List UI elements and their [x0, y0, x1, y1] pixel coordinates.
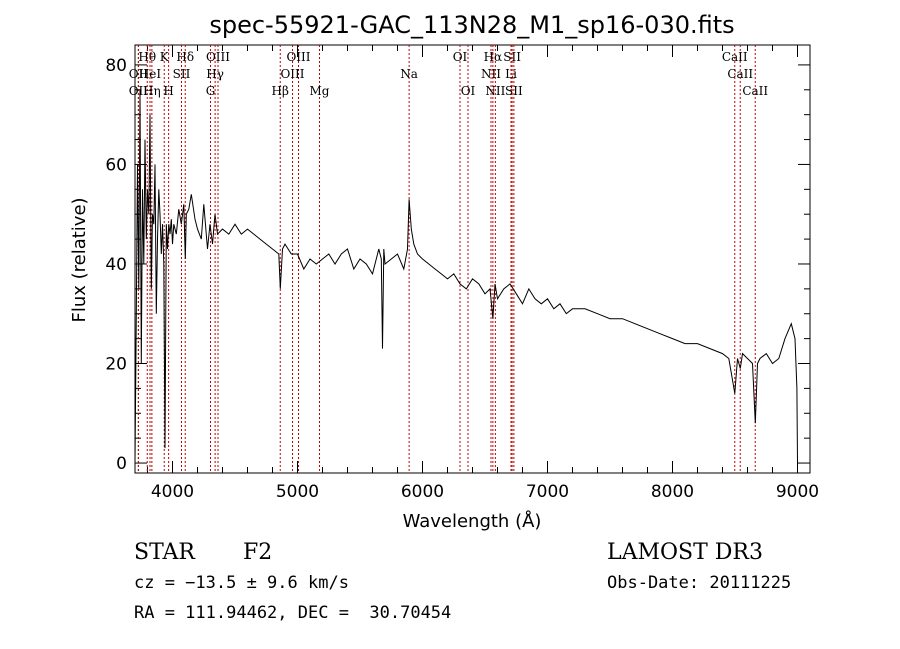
x-tick-label: 6000 [401, 482, 444, 502]
line-label: Hη [143, 84, 161, 98]
chart-title: spec-55921-GAC_113N28_M1_sp16-030.fits [209, 11, 734, 39]
line-label: NII [485, 84, 505, 98]
x-axis-label: Wavelength (Å) [403, 510, 542, 532]
x-tick-labels: 4000 5000 6000 7000 8000 9000 [151, 482, 819, 502]
line-label: OIII [206, 50, 230, 64]
line-labels: OIIOIIHθHeIHηKHSIIHδGHγOIIIHβOIIIOIIIMgN… [129, 50, 769, 98]
x-tick-label: 7000 [526, 482, 569, 502]
y-tick-label: 40 [105, 255, 127, 275]
line-markers [137, 45, 756, 473]
line-label: K [160, 50, 170, 64]
x-tick-label: 4000 [151, 482, 194, 502]
redshift-text: cz = −13.5 ± 9.6 km/s [134, 573, 349, 593]
line-label: Hγ [206, 67, 224, 81]
line-label: Li [505, 67, 517, 81]
object-subclass: F2 [243, 540, 273, 565]
line-label: CaII [727, 67, 753, 81]
line-label: OII [129, 84, 149, 98]
line-label: CaII [722, 50, 748, 64]
y-tick-label: 60 [105, 155, 127, 175]
y-tick-label: 20 [105, 355, 127, 375]
coordinates-text: RA = 111.94462, DEC = 30.70454 [134, 603, 452, 623]
x-tick-label: 8000 [651, 482, 694, 502]
line-label: OI [461, 84, 476, 98]
line-label: Hα [484, 50, 503, 64]
line-label: OIII [280, 67, 304, 81]
line-label: Na [400, 67, 418, 81]
survey-name: LAMOST DR3 [607, 540, 763, 565]
line-label: NII [481, 67, 501, 81]
line-label: Hθ [138, 50, 156, 64]
line-label: HeI [139, 67, 162, 81]
line-label: SII [173, 67, 191, 81]
line-label: Hβ [272, 84, 289, 98]
x-tick-label: 5000 [276, 482, 319, 502]
line-label: Hδ [176, 50, 194, 64]
line-label: H [163, 84, 173, 98]
x-tick-label: 9000 [776, 482, 819, 502]
line-label: SII [505, 84, 523, 98]
line-label: CaII [742, 84, 768, 98]
line-label: OIII [286, 50, 310, 64]
line-label: Mg [310, 84, 330, 98]
y-axis-label: Flux (relative) [69, 197, 90, 322]
obs-date: Obs-Date: 20111225 [607, 573, 792, 593]
y-tick-label: 0 [116, 454, 127, 474]
y-tick-labels: 0 20 40 60 80 [105, 56, 127, 474]
spectrum-series [134, 89, 798, 464]
axis-ticks [135, 45, 810, 473]
line-label: G [206, 84, 216, 98]
y-tick-label: 80 [105, 56, 127, 76]
object-class: STAR [134, 540, 195, 565]
line-label: OII [129, 67, 149, 81]
plot-frame [134, 44, 811, 474]
line-label: SII [503, 50, 521, 64]
line-label: OI [453, 50, 468, 64]
